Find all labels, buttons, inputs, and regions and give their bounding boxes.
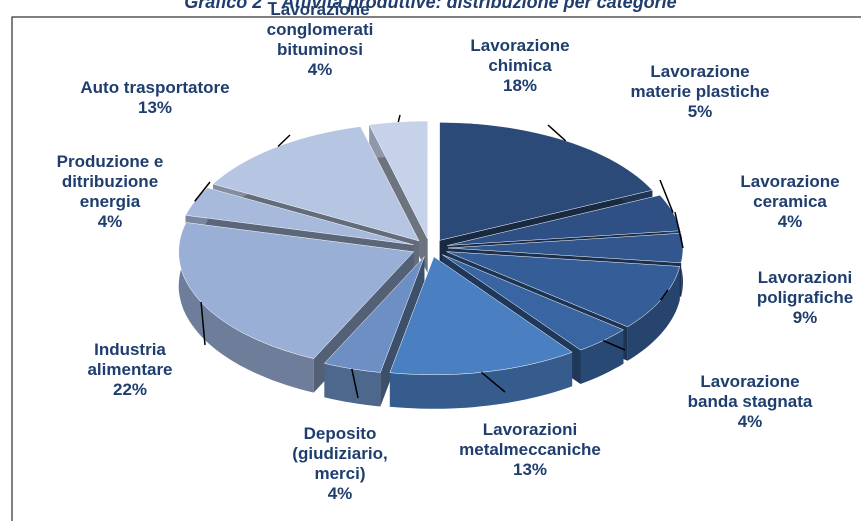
slice-side	[324, 363, 381, 407]
value-label: 5%	[687, 102, 713, 121]
value-label: 4%	[97, 212, 123, 231]
slice-side	[389, 352, 573, 409]
leader-line	[659, 179, 674, 213]
category-label: Lavorazioni metalmeccaniche	[459, 420, 601, 459]
leader-line	[277, 134, 291, 148]
slice-label: Lavorazioni poligrafiche 9%	[730, 268, 861, 328]
value-label: 4%	[307, 60, 333, 79]
leader-line	[351, 368, 359, 399]
slice-side	[627, 266, 680, 361]
slice-side	[178, 222, 314, 393]
slice-label: Lavorazione chimica 18%	[445, 36, 595, 96]
category-label: Lavorazione chimica	[470, 36, 570, 75]
category-label: Deposito (giudiziario, merci)	[292, 424, 388, 483]
slice-label: Auto trasportatore 13%	[80, 78, 230, 118]
value-label: 4%	[737, 412, 763, 431]
category-label: Lavorazione materie plastiche	[630, 62, 770, 101]
value-label: 13%	[512, 460, 548, 479]
leader-line	[602, 339, 626, 351]
slice-side	[580, 329, 624, 384]
slice-label: Lavorazione banda stagnata 4%	[675, 372, 825, 432]
value-label: 4%	[327, 484, 353, 503]
slice	[439, 122, 653, 241]
category-label: Lavorazioni poligrafiche	[756, 268, 854, 307]
leader-line	[480, 371, 506, 393]
slice	[447, 194, 681, 246]
leader-line	[674, 211, 684, 249]
value-label: 4%	[777, 212, 803, 231]
slice	[212, 126, 420, 242]
category-label: Lavorazione ceramica	[740, 172, 840, 211]
slice-label: Produzione e ditribuzione energia 4%	[35, 152, 185, 232]
slice-label: Lavorazione materie plastiche 5%	[625, 62, 775, 122]
value-label: 9%	[792, 308, 818, 327]
slice	[389, 256, 573, 376]
leader-line	[660, 289, 669, 301]
chart-title: Grafico 2 – Attività produttive: distrib…	[184, 0, 677, 12]
value-label: 22%	[112, 380, 148, 399]
category-label: Industria alimentare	[87, 340, 173, 379]
category-label: Lavorazione banda stagnata	[687, 372, 813, 411]
category-label: Produzione e ditribuzione energia	[56, 152, 164, 211]
slice-label: Industria alimentare 22%	[55, 340, 205, 400]
category-label: Auto trasportatore	[80, 78, 230, 97]
slice-label: Lavorazione ceramica 4%	[715, 172, 861, 232]
slice-label: Deposito (giudiziario, merci) 4%	[265, 424, 415, 504]
value-label: 18%	[502, 76, 538, 95]
category-label: Lavorazione conglomerati bituminosi	[266, 0, 374, 59]
slice-label: Lavorazione conglomerati bituminosi 4%	[245, 0, 395, 80]
leader-line	[547, 124, 567, 142]
frame	[11, 16, 861, 521]
value-label: 13%	[137, 98, 173, 117]
leader-line	[194, 181, 211, 202]
leader-line	[200, 302, 206, 346]
leader-line	[397, 114, 401, 123]
slice-label: Lavorazioni metalmeccaniche 13%	[455, 420, 605, 480]
